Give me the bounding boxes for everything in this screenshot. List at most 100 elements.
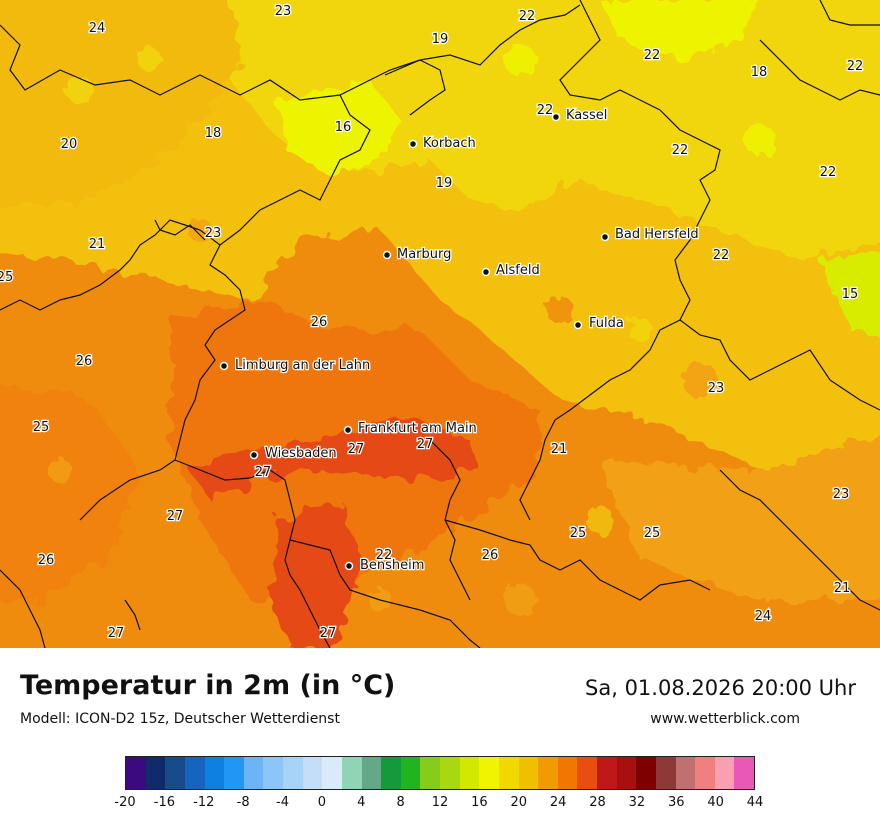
temperature-value: 25 [644, 526, 661, 541]
temperature-value: 22 [713, 248, 730, 263]
legend-label: -12 [193, 795, 215, 810]
legend-swatch [538, 757, 558, 789]
legend-swatch [459, 757, 480, 789]
legend-swatch [283, 757, 303, 789]
city-limburg[interactable]: Limburg an der Lahn [219, 357, 372, 374]
state-borders [0, 0, 880, 648]
legend-swatch [714, 757, 735, 789]
legend-label: 32 [628, 795, 646, 810]
legend-label: 40 [707, 795, 724, 810]
temperature-labels: 23 24 19 22 22 18 22 22 16 20 18 19 22 2… [0, 3, 865, 643]
legend-swatch [381, 757, 401, 789]
temperature-value: 21 [834, 581, 851, 596]
temperature-value: 25 [33, 420, 50, 435]
legend-swatch [557, 757, 578, 789]
legend-label: 4 [357, 795, 366, 810]
temperature-field [0, 0, 880, 648]
legend-swatch [518, 757, 539, 789]
temperature-value: 20 [61, 137, 78, 152]
temperature-value: 19 [432, 32, 449, 47]
temperature-value: 22 [376, 548, 393, 563]
city-wiesbaden[interactable]: Wiesbaden [249, 445, 338, 462]
city-label: Alsfeld [496, 263, 540, 278]
temperature-value: 21 [89, 237, 106, 252]
legend-swatch [145, 757, 166, 789]
legend-swatch [263, 757, 283, 789]
legend-swatch [577, 757, 597, 789]
legend-label: -20 [114, 795, 136, 810]
legend-label: 44 [746, 795, 764, 810]
temperature-value: 24 [89, 21, 106, 36]
color-legend [125, 756, 755, 790]
legend-swatch [302, 757, 323, 789]
legend-swatch [695, 757, 715, 789]
temperature-value: 19 [436, 176, 453, 191]
legend-swatch [616, 757, 637, 789]
temperature-value: 18 [205, 126, 222, 141]
temperature-value: 26 [482, 548, 499, 563]
temperature-value: 26 [38, 553, 55, 568]
temperature-value: 15 [842, 287, 859, 302]
temperature-value: 22 [644, 48, 661, 63]
legend-swatch [400, 757, 421, 789]
map-title: Temperatur in 2m (in °C) [20, 670, 396, 701]
city-label: Kassel [566, 108, 607, 123]
temperature-value: 23 [833, 487, 850, 502]
city-bensheim[interactable]: Bensheim [344, 557, 426, 574]
legend-swatch [361, 757, 382, 789]
city-frankfurt[interactable]: Frankfurt am Main [343, 420, 478, 437]
legend-swatch [636, 757, 656, 789]
legend-label: 0 [317, 795, 327, 810]
temperature-value: 22 [847, 59, 864, 74]
city-alsfeld[interactable]: Alsfeld [481, 262, 541, 279]
temperature-value: 24 [755, 609, 772, 624]
city-kassel[interactable]: Kassel [551, 107, 609, 124]
legend-label: 16 [471, 795, 488, 810]
legend-swatch [204, 757, 225, 789]
legend-label: 12 [431, 795, 449, 810]
temperature-value: 25 [570, 526, 587, 541]
legend-label: 20 [510, 795, 528, 810]
temperature-value: 22 [519, 9, 536, 24]
temperature-value: 27 [417, 437, 434, 452]
legend-label: 8 [396, 795, 405, 810]
legend-label: -16 [153, 795, 175, 810]
legend-swatch [322, 757, 342, 789]
temperature-value: 23 [708, 381, 725, 396]
legend-labels: -20 -16 -12 -8 -4 0 4 8 12 16 20 24 28 32 36 40 44 [114, 795, 763, 813]
forecast-datetime: Sa, 01.08.2026 20:00 Uhr [585, 676, 856, 700]
city-label: Marburg [397, 247, 451, 262]
legend-swatch [734, 757, 754, 789]
temperature-value: 27 [320, 626, 337, 641]
city-label: Korbach [423, 136, 476, 151]
map-footer: Temperatur in 2m (in °C) Modell: ICON-D2… [0, 648, 880, 830]
temperature-value: 22 [672, 143, 689, 158]
temperature-value: 27 [255, 465, 272, 480]
temperature-value: 27 [108, 626, 125, 641]
city-label: Bad Hersfeld [615, 227, 699, 242]
temperature-value: 18 [751, 65, 768, 80]
legend-swatch [479, 757, 499, 789]
temperature-value: 27 [167, 509, 184, 524]
temperature-value: 16 [335, 120, 352, 135]
city-bad-hersfeld[interactable]: Bad Hersfeld [600, 226, 700, 243]
city-label: Frankfurt am Main [358, 421, 477, 436]
city-marburg[interactable]: Marburg [382, 246, 453, 263]
temperature-value: 21 [551, 442, 568, 457]
temperature-value: 27 [348, 442, 365, 457]
legend-swatch [655, 757, 676, 789]
temperature-value: 22 [820, 165, 837, 180]
city-fulda[interactable]: Fulda [573, 315, 625, 332]
legend-label: 24 [549, 795, 567, 810]
temperature-value: 26 [311, 315, 328, 330]
website-link[interactable]: www.wetterblick.com [650, 711, 800, 727]
temperature-map[interactable]: 23 24 19 22 22 18 22 22 16 20 18 19 22 2… [0, 0, 880, 648]
legend-swatch [184, 757, 205, 789]
city-label: Limburg an der Lahn [235, 358, 370, 373]
city-korbach[interactable]: Korbach [408, 135, 477, 152]
temperature-value: 25 [0, 270, 13, 285]
legend-swatch [440, 757, 460, 789]
city-label: Bensheim [360, 558, 424, 573]
legend-swatch [675, 757, 696, 789]
city-label: Wiesbaden [265, 446, 337, 461]
